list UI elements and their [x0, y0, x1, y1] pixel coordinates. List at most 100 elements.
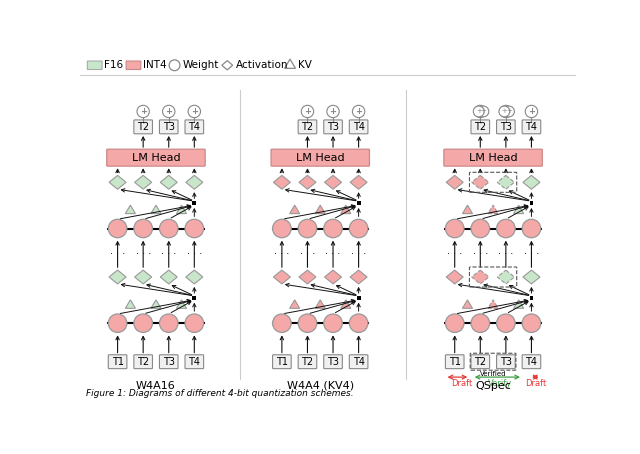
Polygon shape: [350, 270, 367, 284]
Text: T2: T2: [301, 122, 314, 132]
Polygon shape: [109, 175, 126, 189]
FancyBboxPatch shape: [497, 120, 515, 134]
Circle shape: [499, 106, 509, 117]
Circle shape: [273, 314, 291, 332]
Polygon shape: [109, 270, 126, 284]
Polygon shape: [125, 300, 136, 308]
Circle shape: [349, 314, 368, 332]
Polygon shape: [290, 300, 300, 308]
FancyBboxPatch shape: [273, 355, 291, 369]
Text: T4: T4: [353, 357, 365, 367]
Text: W4A16: W4A16: [136, 380, 176, 390]
FancyBboxPatch shape: [134, 120, 152, 134]
Circle shape: [471, 219, 490, 238]
Text: T3: T3: [163, 357, 175, 367]
Circle shape: [445, 219, 464, 238]
Text: · · ·: · · ·: [498, 249, 513, 259]
Polygon shape: [285, 59, 296, 69]
FancyBboxPatch shape: [471, 120, 490, 134]
FancyBboxPatch shape: [356, 201, 360, 205]
FancyBboxPatch shape: [324, 355, 342, 369]
Polygon shape: [299, 270, 316, 284]
FancyBboxPatch shape: [444, 149, 542, 166]
Circle shape: [324, 314, 342, 332]
Text: LM Head: LM Head: [296, 153, 344, 163]
Polygon shape: [324, 270, 342, 284]
Polygon shape: [125, 205, 136, 214]
Circle shape: [349, 219, 368, 238]
Text: +: +: [528, 107, 535, 116]
Polygon shape: [497, 270, 515, 284]
Text: T2: T2: [137, 122, 149, 132]
FancyBboxPatch shape: [471, 355, 490, 369]
Text: T4: T4: [525, 357, 538, 367]
Text: +: +: [481, 109, 486, 114]
FancyBboxPatch shape: [108, 355, 127, 369]
Polygon shape: [523, 175, 540, 189]
Text: T2: T2: [301, 357, 314, 367]
Polygon shape: [134, 270, 152, 284]
Circle shape: [522, 314, 541, 332]
Polygon shape: [151, 300, 161, 308]
Polygon shape: [186, 270, 203, 284]
Polygon shape: [316, 205, 325, 214]
Polygon shape: [177, 205, 187, 214]
Text: · · ·: · · ·: [473, 249, 488, 259]
Text: T2: T2: [474, 357, 486, 367]
FancyBboxPatch shape: [107, 149, 205, 166]
Text: · · ·: · · ·: [447, 249, 462, 259]
Text: · · ·: · · ·: [136, 249, 151, 259]
Text: T2: T2: [474, 122, 486, 132]
Text: T3: T3: [500, 122, 512, 132]
Text: +: +: [355, 107, 362, 116]
Circle shape: [301, 105, 314, 118]
Text: T3: T3: [327, 357, 339, 367]
FancyBboxPatch shape: [349, 120, 368, 134]
Text: LM Head: LM Head: [468, 153, 517, 163]
FancyBboxPatch shape: [324, 120, 342, 134]
FancyBboxPatch shape: [88, 61, 102, 69]
Text: +: +: [191, 107, 198, 116]
Circle shape: [185, 314, 204, 332]
Text: +: +: [476, 109, 482, 114]
Text: Verify: Verify: [488, 379, 513, 388]
Text: T3: T3: [327, 122, 339, 132]
Circle shape: [445, 314, 464, 332]
Text: +: +: [165, 107, 172, 116]
Polygon shape: [340, 205, 351, 214]
Polygon shape: [446, 175, 463, 189]
Polygon shape: [134, 175, 152, 189]
FancyBboxPatch shape: [159, 355, 178, 369]
Text: +: +: [304, 107, 311, 116]
Text: · · ·: · · ·: [110, 249, 125, 259]
Polygon shape: [350, 175, 367, 189]
Text: T3: T3: [500, 357, 512, 367]
FancyBboxPatch shape: [134, 355, 152, 369]
Circle shape: [134, 314, 152, 332]
Text: KV: KV: [298, 60, 312, 70]
Polygon shape: [177, 300, 187, 308]
Circle shape: [474, 105, 486, 118]
Text: +: +: [502, 107, 509, 116]
Polygon shape: [340, 300, 351, 308]
Polygon shape: [324, 175, 342, 189]
FancyBboxPatch shape: [298, 120, 317, 134]
Circle shape: [108, 219, 127, 238]
Polygon shape: [160, 175, 177, 189]
Text: T1: T1: [449, 357, 461, 367]
FancyBboxPatch shape: [126, 61, 141, 69]
Text: T2: T2: [137, 357, 149, 367]
Circle shape: [273, 219, 291, 238]
Circle shape: [134, 219, 152, 238]
FancyBboxPatch shape: [522, 355, 541, 369]
Text: · · ·: · · ·: [275, 249, 289, 259]
Text: QSpec: QSpec: [475, 380, 511, 390]
Circle shape: [504, 106, 515, 117]
Text: T4: T4: [188, 122, 200, 132]
Circle shape: [497, 314, 515, 332]
Circle shape: [327, 105, 339, 118]
Polygon shape: [290, 205, 300, 214]
Circle shape: [159, 314, 178, 332]
Polygon shape: [514, 205, 524, 214]
Circle shape: [298, 219, 317, 238]
